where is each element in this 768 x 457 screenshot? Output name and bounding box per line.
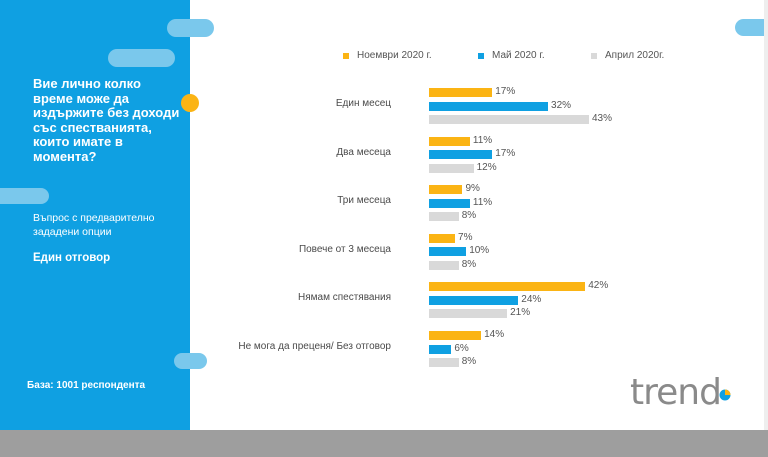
data-label: 42% xyxy=(588,280,609,292)
question-title: Вие лично колко време може да издържите … xyxy=(33,76,180,164)
category-label: Три месеца xyxy=(337,195,391,207)
legend-swatch xyxy=(343,52,349,59)
data-label: 21% xyxy=(510,307,531,319)
legend-item: Май 2020 г. xyxy=(478,50,545,61)
trend-logo: trend xyxy=(630,370,740,415)
bar xyxy=(429,331,482,340)
data-label: 8% xyxy=(461,258,477,270)
data-label: 11% xyxy=(472,196,493,208)
data-label: 24% xyxy=(521,293,542,305)
bar xyxy=(429,198,470,208)
data-label: 8% xyxy=(461,210,477,222)
data-label: 6% xyxy=(454,342,469,354)
sidebar-panel xyxy=(0,0,190,430)
bar xyxy=(429,344,452,354)
data-label: 12% xyxy=(476,161,497,173)
question-type: Въпрос с предварително зададени опции xyxy=(33,212,155,238)
legend-label: Април 2020г. xyxy=(605,50,665,61)
bar xyxy=(429,88,493,97)
legend-item: Април 2020г. xyxy=(591,50,664,61)
bar xyxy=(429,233,456,243)
decorative-pill xyxy=(174,353,207,369)
bar xyxy=(429,163,474,173)
category-label: Един месец xyxy=(335,98,391,109)
category-label: Не мога да преценя/ Без отговор xyxy=(238,341,391,352)
data-label: 32% xyxy=(551,99,572,111)
sample-base: База: 1001 респондента xyxy=(27,380,146,391)
legend-label: Май 2020 г. xyxy=(492,50,545,61)
category-label: Нямам спестявания xyxy=(298,292,391,304)
bar xyxy=(429,295,519,305)
bar xyxy=(429,247,467,257)
data-label: 7% xyxy=(458,231,473,243)
legend-label: Ноември 2020 г. xyxy=(357,50,432,61)
bar xyxy=(429,101,549,111)
data-label: 17% xyxy=(495,86,516,97)
category-label: Повече от 3 месеца xyxy=(298,243,391,255)
decorative-pill xyxy=(735,19,768,36)
bar xyxy=(429,282,586,292)
trend-logo-icon: trend xyxy=(630,372,731,413)
accent-dot xyxy=(181,94,199,112)
decorative-pill xyxy=(108,49,175,67)
legend-swatch xyxy=(478,52,484,59)
legend-item: Ноември 2020 г. xyxy=(343,50,432,61)
bar xyxy=(429,358,459,367)
decorative-pill xyxy=(167,19,214,37)
bar xyxy=(429,185,463,195)
decorative-pill xyxy=(0,188,49,204)
bar xyxy=(429,309,508,319)
bar xyxy=(429,136,470,146)
data-label: 11% xyxy=(472,134,493,146)
answer-mode: Един отговор xyxy=(33,252,111,264)
data-label: 8% xyxy=(461,356,477,367)
bar xyxy=(429,150,493,160)
bar xyxy=(429,212,459,222)
page-edge xyxy=(764,0,768,430)
data-label: 10% xyxy=(469,245,490,257)
bar xyxy=(429,260,459,270)
data-label: 17% xyxy=(495,148,516,160)
bar xyxy=(429,115,589,124)
category-label: Два месеца xyxy=(336,146,391,158)
data-label: 43% xyxy=(591,113,612,124)
footer-bar xyxy=(0,430,768,457)
data-label: 14% xyxy=(484,329,505,340)
legend-swatch xyxy=(591,52,597,59)
svg-text:trend: trend xyxy=(630,372,721,410)
data-label: 9% xyxy=(465,183,480,195)
